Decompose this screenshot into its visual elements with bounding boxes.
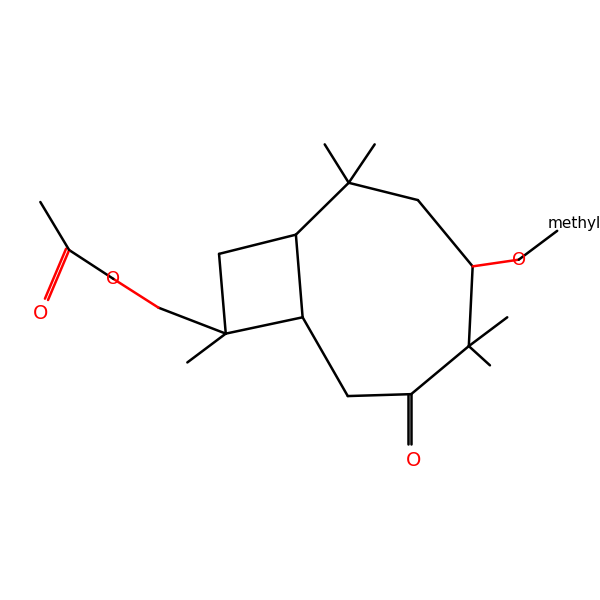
Text: O: O (106, 270, 121, 288)
Text: O: O (512, 251, 526, 269)
Text: O: O (32, 304, 48, 323)
Text: O: O (406, 451, 421, 470)
Text: methyl: methyl (548, 215, 600, 230)
